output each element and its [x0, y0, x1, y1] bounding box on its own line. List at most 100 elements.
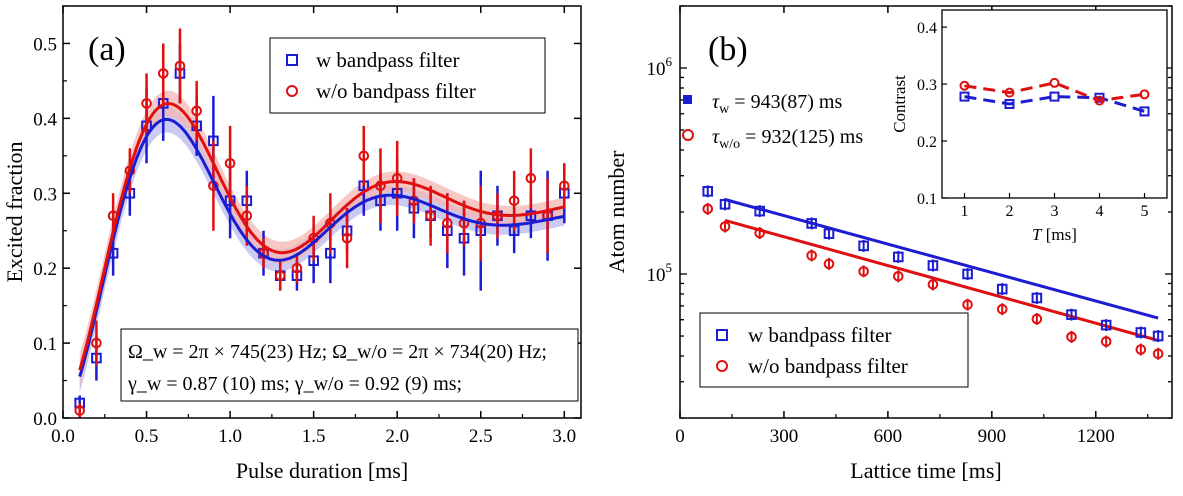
y-tick-exponent: 5 — [666, 260, 673, 275]
y-tick-label: 0.1 — [33, 334, 57, 355]
data-point-circle — [558, 180, 570, 192]
data-point-circle — [1152, 348, 1164, 360]
panel-label: (b) — [708, 31, 748, 68]
inset-x-tick-label: 5 — [1141, 203, 1149, 220]
data-point-circle — [341, 232, 353, 244]
y-tick-label: 0.0 — [33, 409, 57, 430]
inset-y-tick-label: 0.4 — [917, 20, 937, 37]
y-axis-label: Excited fraction — [2, 141, 27, 282]
y-axis-label: Atom number — [604, 150, 629, 273]
data-point-circle — [291, 262, 303, 274]
data-point-square — [702, 186, 714, 197]
x-tick-label: 0.5 — [135, 426, 159, 447]
tau-marker — [682, 129, 694, 141]
inset-x-unit: [ms] — [1042, 225, 1077, 244]
tau-symbol: τ — [712, 91, 720, 113]
y-tick-label: 0.3 — [33, 184, 57, 205]
data-point-circle — [1135, 344, 1147, 355]
data-point-circle — [508, 195, 520, 207]
data-point-circle — [1066, 331, 1077, 343]
data-point-circle — [823, 258, 835, 270]
inset-series-line — [964, 81, 1145, 103]
panel-label: (a) — [88, 31, 126, 68]
data-point-circle — [224, 158, 236, 169]
inset-series-line — [964, 95, 1145, 113]
tau-marker — [683, 95, 692, 104]
data-point-circle — [959, 80, 970, 91]
data-point-square — [892, 251, 904, 263]
data-point-circle — [996, 303, 1008, 315]
annotation-line-1: Ω_w = 2π × 745(23) Hz; Ω_w/o = 2π × 734(… — [128, 341, 547, 363]
legend-label-wo: w/o bandpass filter — [316, 79, 476, 103]
legend-box — [269, 37, 546, 114]
data-point-circle — [91, 337, 102, 349]
data-point-circle — [425, 210, 436, 222]
fit-confidence-band — [79, 90, 565, 386]
data-point-circle — [1004, 87, 1015, 98]
tau-label: τw = 943(87) ms — [712, 91, 842, 117]
data-point-circle — [858, 266, 869, 277]
x-tick-label: 900 — [978, 426, 1007, 447]
legend-label-w: w bandpass filter — [316, 48, 459, 72]
y-tick-exponent: 6 — [666, 54, 673, 69]
inset-y-tick-label: 0.2 — [917, 134, 937, 151]
data-point-square — [1139, 106, 1150, 117]
inset-y-axis-label: Contrast — [890, 75, 909, 133]
inset-y-tick-label: 0.3 — [917, 77, 937, 94]
x-tick-label: 1.0 — [218, 426, 242, 447]
x-tick-label: 1200 — [1077, 426, 1115, 447]
data-point-circle — [719, 221, 731, 232]
x-tick-label: 2.5 — [469, 426, 493, 447]
inset-x-tick-label: 1 — [961, 203, 969, 220]
data-point-square — [286, 54, 298, 66]
data-point-square — [959, 91, 970, 102]
legend: w bandpass filter w/o bandpass filter — [699, 312, 969, 388]
legend-box — [699, 312, 969, 388]
y-tick-label: 0.5 — [33, 34, 57, 55]
tau-symbol: τ — [712, 126, 720, 148]
data-point-square — [927, 260, 939, 271]
data-point-square — [858, 240, 869, 252]
data-point-circle — [1139, 89, 1150, 100]
data-point-circle — [962, 299, 973, 310]
fit-curve — [78, 101, 565, 371]
x-tick-label: 600 — [874, 426, 903, 447]
fit-line — [724, 198, 1159, 320]
data-point-circle — [927, 279, 939, 290]
data-point-square — [1100, 319, 1112, 331]
data-point-square — [823, 228, 835, 239]
plot-frame — [62, 5, 582, 419]
annotation-line-2: γ_w = 0.87 (10) ms; γ_w/o = 0.92 (9) ms; — [127, 373, 462, 395]
data-point-square — [1152, 330, 1164, 342]
x-tick-label: 1.5 — [302, 426, 326, 447]
x-tick-label: 300 — [770, 426, 799, 447]
data-point-circle — [286, 85, 298, 97]
data-point-square — [1004, 99, 1015, 109]
data-point-circle — [754, 227, 765, 239]
data-point-square — [1031, 292, 1043, 304]
y-tick-label: 106 — [647, 54, 673, 80]
data-point-circle — [1100, 336, 1112, 347]
inset-x-tick-label: 3 — [1051, 203, 1059, 220]
data-point-circle — [1031, 313, 1043, 325]
y-tick-label: 0.4 — [33, 109, 57, 130]
data-point-circle — [174, 60, 186, 72]
legend-label-wo: w/o bandpass filter — [748, 354, 908, 378]
data-point-circle — [1049, 77, 1060, 88]
y-tick-label: 0.2 — [33, 259, 57, 280]
legend-label-w: w bandpass filter — [748, 323, 891, 347]
tau-subscript: w — [719, 102, 730, 117]
inset-x-tick-label: 2 — [1006, 203, 1014, 220]
inset-x-axis-label: T [ms] — [1032, 225, 1077, 244]
data-point-circle — [442, 217, 453, 229]
data-point-circle — [1094, 95, 1105, 106]
data-point-circle — [274, 270, 286, 281]
y-tick-label: 105 — [647, 260, 673, 286]
data-point-square — [754, 205, 765, 217]
data-point-circle — [141, 98, 152, 109]
legend: w bandpass filter w/o bandpass filter — [269, 37, 546, 114]
x-tick-label: 2.0 — [385, 426, 409, 447]
